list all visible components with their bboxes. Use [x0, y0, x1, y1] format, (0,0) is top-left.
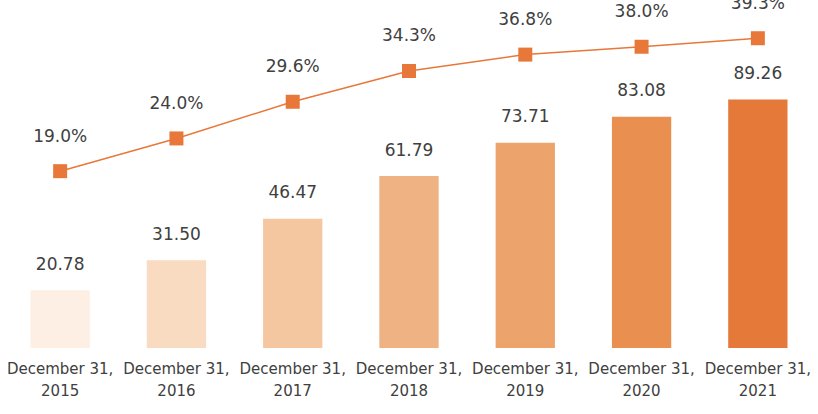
svg-text:38.0%: 38.0%: [615, 1, 669, 21]
svg-text:2017: 2017: [274, 382, 312, 400]
svg-text:36.8%: 36.8%: [498, 9, 552, 29]
svg-text:December 31,: December 31,: [472, 360, 578, 378]
svg-text:24.0%: 24.0%: [149, 93, 203, 113]
svg-text:December 31,: December 31,: [588, 360, 694, 378]
svg-text:2015: 2015: [41, 382, 79, 400]
svg-text:73.71: 73.71: [501, 106, 550, 126]
svg-text:61.79: 61.79: [385, 140, 434, 160]
svg-text:83.08: 83.08: [617, 80, 666, 100]
svg-text:29.6%: 29.6%: [266, 56, 320, 76]
svg-text:89.26: 89.26: [734, 63, 783, 83]
svg-text:2016: 2016: [157, 382, 195, 400]
svg-text:2020: 2020: [622, 382, 660, 400]
svg-text:2021: 2021: [739, 382, 777, 400]
svg-text:39.3%: 39.3%: [731, 0, 785, 13]
svg-text:December 31,: December 31,: [705, 360, 811, 378]
svg-text:December 31,: December 31,: [240, 360, 346, 378]
svg-text:December 31,: December 31,: [7, 360, 113, 378]
svg-text:December 31,: December 31,: [356, 360, 462, 378]
svg-text:19.0%: 19.0%: [33, 126, 87, 146]
svg-text:34.3%: 34.3%: [382, 25, 436, 45]
svg-text:2019: 2019: [506, 382, 544, 400]
svg-text:December 31,: December 31,: [123, 360, 229, 378]
svg-text:46.47: 46.47: [268, 182, 317, 202]
svg-text:2018: 2018: [390, 382, 428, 400]
svg-text:31.50: 31.50: [152, 224, 201, 244]
svg-text:20.78: 20.78: [36, 254, 85, 274]
